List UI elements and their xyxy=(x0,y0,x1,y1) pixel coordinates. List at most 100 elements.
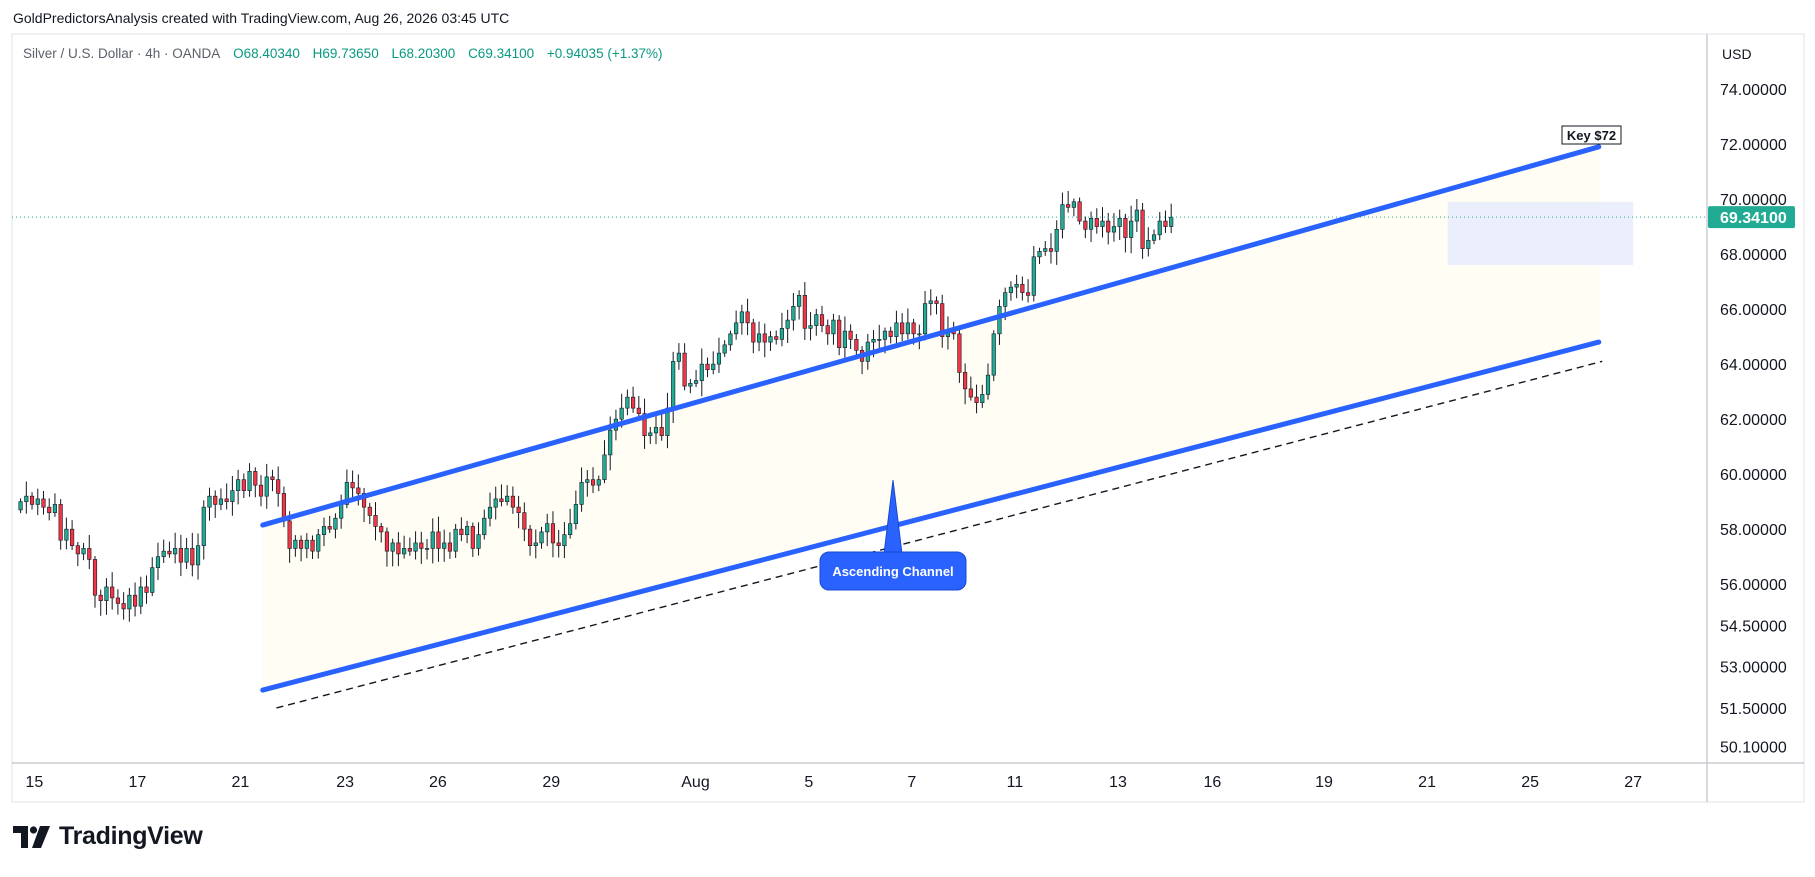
candle[interactable] xyxy=(934,296,939,315)
candle[interactable] xyxy=(75,542,80,567)
candle[interactable] xyxy=(1088,211,1094,243)
candle[interactable] xyxy=(791,292,796,331)
candle[interactable] xyxy=(310,535,315,559)
candle[interactable] xyxy=(837,315,842,356)
candle[interactable] xyxy=(510,486,515,514)
candle[interactable] xyxy=(41,490,46,515)
candle[interactable] xyxy=(413,531,418,560)
candle[interactable] xyxy=(81,542,86,561)
candle[interactable] xyxy=(144,575,149,604)
candle[interactable] xyxy=(779,312,785,347)
candle[interactable] xyxy=(190,532,195,577)
candle[interactable] xyxy=(155,542,161,581)
candle[interactable] xyxy=(379,522,384,543)
candle[interactable] xyxy=(402,535,407,559)
candle[interactable] xyxy=(167,541,172,558)
candle[interactable] xyxy=(1151,229,1157,245)
candle[interactable] xyxy=(270,469,275,492)
candle[interactable] xyxy=(1066,191,1071,213)
candle[interactable] xyxy=(974,384,979,414)
candle[interactable] xyxy=(585,470,590,497)
candle[interactable] xyxy=(568,508,573,539)
candle[interactable] xyxy=(476,522,481,556)
candle[interactable] xyxy=(493,486,498,520)
key-level-annotation[interactable]: Key $72 xyxy=(1561,125,1622,145)
candle[interactable] xyxy=(304,533,309,559)
candle[interactable] xyxy=(573,490,578,530)
candle[interactable] xyxy=(991,330,996,382)
candle[interactable] xyxy=(693,369,699,388)
candle[interactable] xyxy=(127,587,132,622)
candle[interactable] xyxy=(774,330,779,345)
candle[interactable] xyxy=(1123,213,1128,253)
candle[interactable] xyxy=(728,330,733,351)
channel-callout[interactable]: Ascending Channel xyxy=(819,479,967,591)
candle[interactable] xyxy=(184,537,189,569)
candle[interactable] xyxy=(825,319,830,345)
candle[interactable] xyxy=(110,572,115,610)
candle[interactable] xyxy=(905,308,910,340)
candle[interactable] xyxy=(900,313,905,342)
candle[interactable] xyxy=(848,324,853,349)
candle[interactable] xyxy=(218,488,224,511)
candle[interactable] xyxy=(121,592,126,620)
candle[interactable] xyxy=(699,348,704,397)
candle[interactable] xyxy=(1031,245,1036,302)
candle[interactable] xyxy=(115,589,120,615)
candle[interactable] xyxy=(922,291,928,341)
candle[interactable] xyxy=(1106,212,1111,245)
candle[interactable] xyxy=(373,502,378,541)
candle[interactable] xyxy=(831,313,836,345)
candle[interactable] xyxy=(1111,213,1117,242)
candle[interactable] xyxy=(751,318,756,354)
candle[interactable] xyxy=(877,324,882,351)
candle[interactable] xyxy=(299,535,304,562)
candle[interactable] xyxy=(321,517,327,547)
candle[interactable] xyxy=(470,522,475,557)
candle[interactable] xyxy=(556,529,561,558)
candle[interactable] xyxy=(819,305,825,333)
candle[interactable] xyxy=(430,518,435,564)
candle[interactable] xyxy=(1157,211,1162,241)
candle[interactable] xyxy=(1163,210,1168,233)
candle[interactable] xyxy=(1129,205,1134,254)
candle[interactable] xyxy=(47,498,52,521)
candle[interactable] xyxy=(1100,207,1105,238)
candle[interactable] xyxy=(58,499,63,550)
candle[interactable] xyxy=(247,463,252,497)
candle[interactable] xyxy=(1048,233,1054,264)
candle[interactable] xyxy=(459,517,464,542)
candle[interactable] xyxy=(35,488,40,516)
candle[interactable] xyxy=(316,529,321,559)
candle[interactable] xyxy=(178,534,183,577)
candle[interactable] xyxy=(396,532,401,567)
candle[interactable] xyxy=(390,538,395,567)
candle[interactable] xyxy=(1146,227,1151,257)
candle[interactable] xyxy=(539,526,544,549)
candle[interactable] xyxy=(1117,209,1122,241)
candle[interactable] xyxy=(1054,220,1059,265)
candle[interactable] xyxy=(562,522,567,559)
candle[interactable] xyxy=(745,298,750,336)
candle[interactable] xyxy=(963,363,968,405)
candle[interactable] xyxy=(980,384,985,408)
candle[interactable] xyxy=(104,578,109,615)
candle[interactable] xyxy=(545,513,550,547)
candle[interactable] xyxy=(631,386,636,413)
candle[interactable] xyxy=(52,493,58,517)
candle[interactable] xyxy=(465,520,470,544)
candle[interactable] xyxy=(957,328,962,383)
symbol-name[interactable]: Silver / U.S. Dollar · 4h · OANDA xyxy=(23,46,221,61)
candle[interactable] xyxy=(527,524,533,556)
candle[interactable] xyxy=(384,527,390,567)
candle[interactable] xyxy=(24,481,29,514)
candle[interactable] xyxy=(138,576,143,615)
candle[interactable] xyxy=(499,484,504,507)
candle[interactable] xyxy=(711,351,716,375)
candle[interactable] xyxy=(29,492,35,510)
candle[interactable] xyxy=(602,440,607,484)
candle[interactable] xyxy=(1014,274,1019,299)
candle[interactable] xyxy=(625,389,630,416)
candle[interactable] xyxy=(367,502,372,525)
